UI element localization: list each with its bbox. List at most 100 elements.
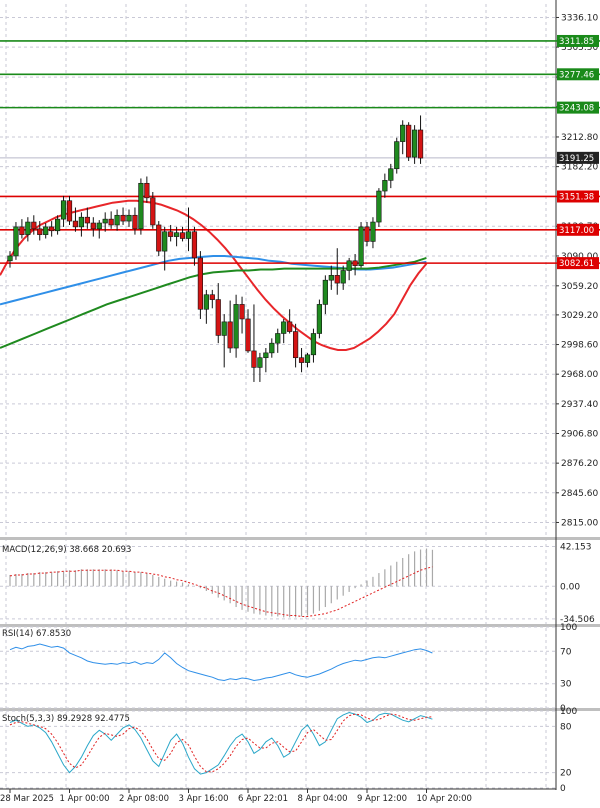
- x-tick-label: 6 Apr 22:01: [238, 794, 288, 804]
- bull-candle[interactable]: [138, 178, 144, 235]
- bull-candle[interactable]: [25, 217, 31, 242]
- bull-candle[interactable]: [54, 215, 61, 235]
- bull-candle[interactable]: [102, 212, 108, 232]
- candle-body: [156, 224, 162, 252]
- bull-candle[interactable]: [316, 299, 323, 339]
- bear-candle[interactable]: [132, 207, 138, 235]
- bull-candle[interactable]: [340, 265, 346, 290]
- bull-candle[interactable]: [269, 338, 275, 358]
- bear-candle[interactable]: [215, 283, 221, 344]
- bear-candle[interactable]: [191, 226, 198, 266]
- candle-body: [197, 257, 204, 310]
- bull-candle[interactable]: [411, 125, 418, 164]
- bull-candle[interactable]: [275, 328, 281, 353]
- bull-candle[interactable]: [78, 212, 84, 237]
- stoch-k-line: [9, 711, 433, 775]
- bull-candle[interactable]: [7, 251, 13, 268]
- bear-candle[interactable]: [120, 207, 126, 225]
- bull-candle[interactable]: [388, 163, 394, 189]
- macd-pane[interactable]: 42.153 0.00 -34.506: [0, 543, 595, 625]
- bull-candle[interactable]: [203, 289, 209, 324]
- bear-candle[interactable]: [239, 296, 245, 334]
- bull-candle[interactable]: [13, 222, 19, 260]
- stoch-pane[interactable]: 100 80 20 0: [0, 707, 577, 794]
- bear-candle[interactable]: [72, 207, 79, 232]
- bear-candle[interactable]: [19, 219, 25, 239]
- bear-candle[interactable]: [31, 215, 37, 235]
- bear-candle[interactable]: [66, 195, 73, 225]
- bear-candle[interactable]: [150, 192, 156, 229]
- bull-candle[interactable]: [281, 318, 287, 344]
- bear-candle[interactable]: [292, 323, 299, 368]
- bear-candle[interactable]: [251, 304, 257, 382]
- price-tags: 3311.85 3277.46 3243.08 3151.38 3117.00 3082.…: [557, 34, 599, 270]
- bear-candle[interactable]: [227, 300, 233, 353]
- bull-candle[interactable]: [358, 222, 364, 268]
- bull-candle[interactable]: [96, 220, 102, 239]
- bear-candle[interactable]: [49, 221, 55, 237]
- candle-body: [251, 350, 257, 368]
- bull-candle[interactable]: [346, 257, 352, 281]
- bull-candle[interactable]: [310, 328, 317, 363]
- bear-candle[interactable]: [417, 115, 424, 164]
- bull-candle[interactable]: [370, 217, 376, 249]
- bull-candle[interactable]: [126, 209, 132, 227]
- bear-candle[interactable]: [197, 251, 204, 319]
- bear-candle[interactable]: [168, 224, 174, 242]
- bear-candle[interactable]: [108, 211, 114, 229]
- candle-body: [185, 231, 192, 239]
- candle-body: [43, 226, 49, 235]
- bear-candle[interactable]: [352, 254, 358, 276]
- level-tag: [557, 257, 599, 270]
- bull-candle[interactable]: [304, 352, 311, 368]
- bear-candle[interactable]: [179, 226, 186, 242]
- bear-candle[interactable]: [37, 221, 43, 241]
- bull-candle[interactable]: [162, 226, 168, 271]
- current-price-label: 3191.25: [559, 154, 594, 164]
- candle-body: [328, 275, 334, 281]
- bull-candle[interactable]: [60, 195, 67, 227]
- bear-candle[interactable]: [209, 289, 215, 309]
- x-tick-label: 9 Apr 12:00: [357, 794, 407, 804]
- bear-candle[interactable]: [156, 221, 162, 256]
- y-tick-label: 2815.00: [561, 518, 598, 528]
- bull-candle[interactable]: [257, 352, 263, 382]
- candle-body: [257, 357, 263, 368]
- bear-candle[interactable]: [287, 309, 293, 334]
- bear-candle[interactable]: [334, 248, 340, 295]
- level-tag: [557, 190, 599, 203]
- candle-body: [340, 270, 346, 284]
- bull-candle[interactable]: [114, 209, 120, 231]
- bear-candle[interactable]: [406, 122, 412, 161]
- candle-body: [263, 352, 269, 359]
- bear-candle[interactable]: [144, 176, 150, 203]
- candle-body: [358, 226, 364, 266]
- bull-candle[interactable]: [400, 120, 406, 155]
- candle-body: [102, 218, 108, 224]
- bull-candle[interactable]: [322, 275, 328, 315]
- bull-candle[interactable]: [376, 188, 382, 227]
- bear-candle[interactable]: [298, 348, 305, 373]
- bull-candle[interactable]: [233, 294, 239, 358]
- rsi-pane[interactable]: 100 70 30 0: [0, 623, 577, 714]
- candle-body: [388, 168, 394, 181]
- bear-candle[interactable]: [84, 207, 90, 229]
- bull-candle[interactable]: [263, 348, 269, 373]
- bear-candle[interactable]: [364, 222, 370, 247]
- bull-candle[interactable]: [221, 314, 227, 368]
- y-tick-label: 2968.00: [561, 370, 598, 380]
- bull-candle[interactable]: [43, 223, 49, 239]
- bull-candle[interactable]: [394, 137, 400, 174]
- bull-candle[interactable]: [185, 207, 192, 252]
- bull-candle[interactable]: [328, 265, 334, 290]
- candle-body: [96, 222, 102, 230]
- bull-candle[interactable]: [382, 173, 388, 198]
- pane-divider: [0, 537, 600, 540]
- bear-candle[interactable]: [90, 217, 96, 237]
- candlesticks[interactable]: [7, 115, 424, 382]
- bull-candle[interactable]: [174, 226, 180, 247]
- bear-candle[interactable]: [245, 309, 251, 353]
- pane-divider: [0, 624, 600, 627]
- candle-body: [13, 226, 19, 257]
